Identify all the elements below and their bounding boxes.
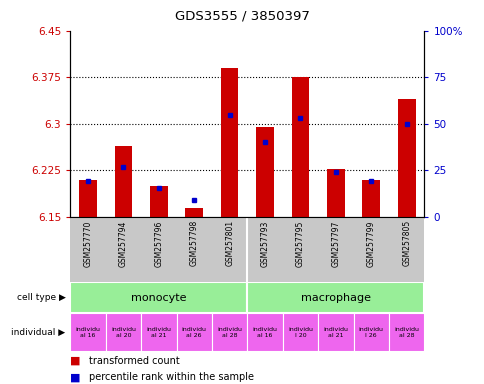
Bar: [362, 180, 379, 217]
Bar: [397, 99, 415, 217]
Bar: [388, 313, 424, 351]
Bar: [70, 313, 106, 351]
Bar: [247, 282, 424, 313]
Bar: [70, 282, 247, 313]
Text: individu
al 28: individu al 28: [217, 327, 242, 338]
Text: individu
al 21: individu al 21: [323, 327, 348, 338]
Text: ■: ■: [70, 372, 81, 382]
Text: individu
l 26: individu l 26: [358, 327, 383, 338]
Bar: [114, 146, 132, 217]
Text: individu
al 26: individu al 26: [182, 327, 206, 338]
Text: monocyte: monocyte: [131, 293, 186, 303]
Bar: [282, 313, 318, 351]
Text: GSM257798: GSM257798: [189, 220, 198, 266]
Text: individu
al 21: individu al 21: [146, 327, 171, 338]
Text: GSM257796: GSM257796: [154, 220, 163, 266]
Bar: [247, 313, 282, 351]
Text: GSM257794: GSM257794: [119, 220, 128, 266]
Text: individual ▶: individual ▶: [11, 328, 65, 337]
Bar: [141, 313, 176, 351]
Text: GSM257797: GSM257797: [331, 220, 340, 266]
Text: GSM257801: GSM257801: [225, 220, 234, 266]
Text: individu
l 20: individu l 20: [287, 327, 312, 338]
Bar: [326, 169, 344, 217]
Text: transformed count: transformed count: [89, 356, 179, 366]
Text: cell type ▶: cell type ▶: [16, 293, 65, 302]
Text: individu
al 16: individu al 16: [76, 327, 100, 338]
Text: GSM257799: GSM257799: [366, 220, 375, 266]
Text: individu
al 16: individu al 16: [252, 327, 277, 338]
Text: GDS3555 / 3850397: GDS3555 / 3850397: [175, 10, 309, 23]
Bar: [353, 313, 388, 351]
Text: percentile rank within the sample: percentile rank within the sample: [89, 372, 253, 382]
Bar: [291, 77, 309, 217]
Bar: [176, 313, 212, 351]
Text: GSM257770: GSM257770: [83, 220, 92, 266]
Text: macrophage: macrophage: [300, 293, 370, 303]
Bar: [106, 313, 141, 351]
Bar: [220, 68, 238, 217]
Text: GSM257795: GSM257795: [295, 220, 304, 266]
Text: ■: ■: [70, 356, 81, 366]
Bar: [212, 313, 247, 351]
Bar: [256, 127, 273, 217]
Text: individu
al 28: individu al 28: [393, 327, 418, 338]
Bar: [185, 208, 203, 217]
Bar: [318, 313, 353, 351]
Bar: [150, 186, 167, 217]
Text: individu
al 20: individu al 20: [111, 327, 136, 338]
Bar: [79, 180, 97, 217]
Text: GSM257805: GSM257805: [401, 220, 410, 266]
Text: GSM257793: GSM257793: [260, 220, 269, 266]
